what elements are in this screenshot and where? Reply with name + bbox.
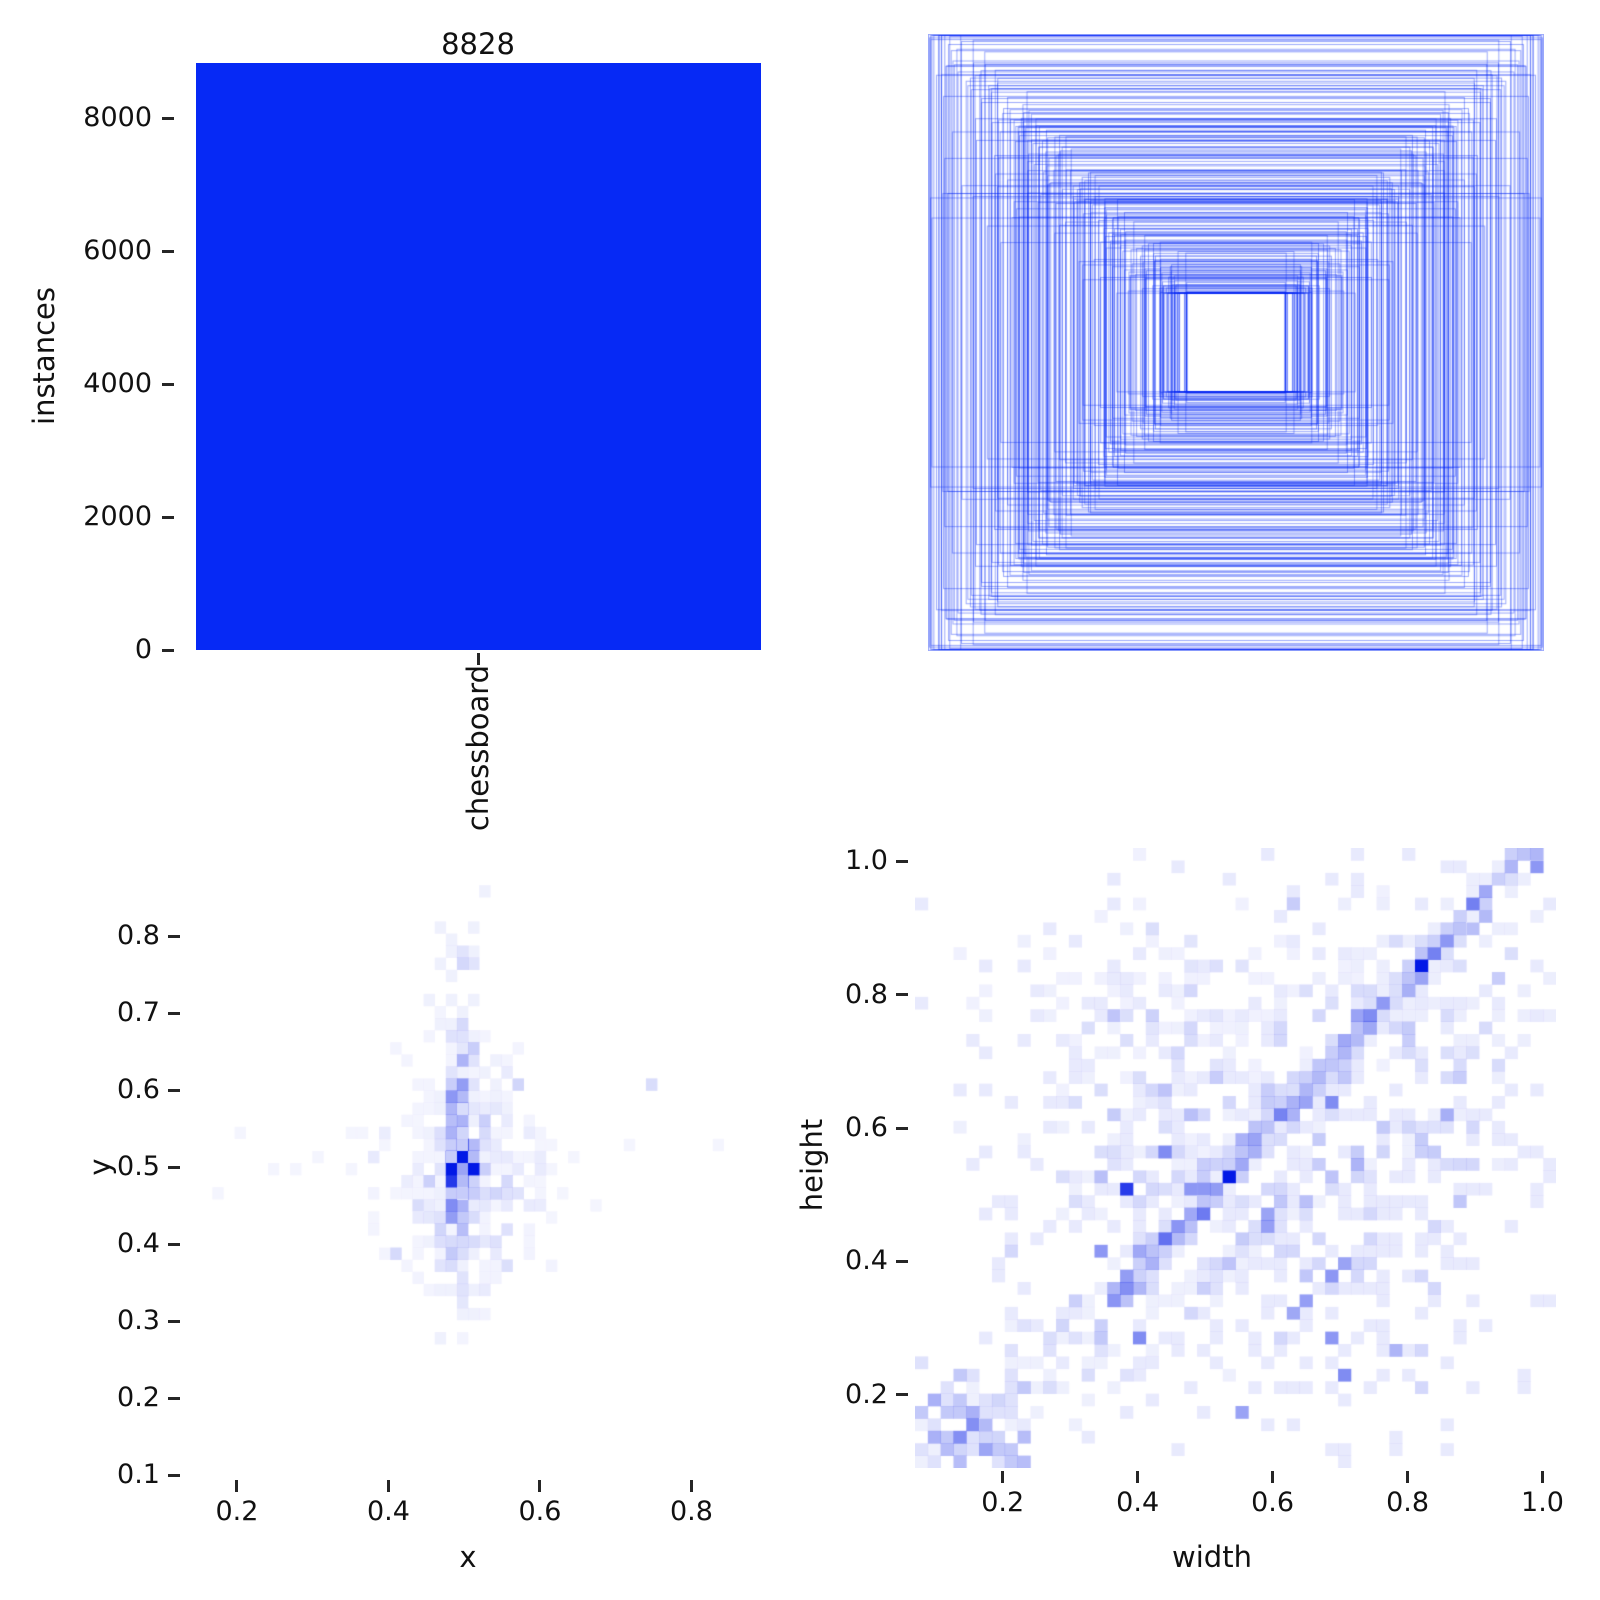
- xy-xlabel: x: [459, 1540, 477, 1574]
- height-axis-tick-mark: [896, 1259, 908, 1263]
- y-axis-tick-mark: [168, 1396, 180, 1400]
- instances-y-tick-mark: [162, 249, 174, 253]
- y-axis-tick-label: 0.6: [117, 1074, 160, 1106]
- bar-x-tick-mark: [477, 653, 480, 665]
- instances-y-tick-mark: [162, 116, 174, 120]
- instances-y-tick-label: 6000: [83, 235, 152, 267]
- instances-y-tick-mark: [162, 382, 174, 386]
- width-height-heatmap: width height: [795, 800, 1600, 1600]
- x-axis-tick-mark: [235, 1480, 239, 1492]
- x-axis-tick-label: 0.2: [215, 1496, 259, 1527]
- x-axis-tick-label: 0.6: [518, 1496, 562, 1527]
- y-axis-tick-label: 0.4: [117, 1228, 160, 1260]
- instances-y-tick-label: 2000: [83, 501, 152, 532]
- instances-y-tick-mark: [162, 648, 174, 652]
- y-axis-tick-mark: [168, 1242, 180, 1246]
- width-axis-tick-mark: [1406, 1471, 1410, 1483]
- height-axis-tick-mark: [896, 993, 908, 997]
- y-axis-tick-label: 0.1: [117, 1459, 160, 1491]
- height-axis-tick-label: 0.4: [845, 1245, 888, 1277]
- height-axis-tick-label: 0.8: [845, 978, 888, 1010]
- boxes-overlay-canvas: [928, 34, 1544, 651]
- xy-heatmap-canvas: [190, 873, 746, 1477]
- height-axis-tick-mark: [896, 859, 908, 863]
- width-axis-tick-label: 0.2: [981, 1487, 1025, 1518]
- instances-y-tick-label: 0: [134, 634, 152, 665]
- height-axis-tick-label: 0.6: [845, 1112, 888, 1143]
- instances-bar-chart: 8828 instances chessboard: [0, 0, 800, 831]
- y-axis-tick-mark: [168, 1011, 180, 1015]
- xy-position-heatmap: x y: [0, 800, 800, 1600]
- wh-heatmap-canvas: [915, 848, 1556, 1468]
- bar-ylabel: instances: [27, 287, 61, 425]
- width-axis-tick-label: 0.6: [1251, 1487, 1295, 1518]
- height-axis-tick-mark: [896, 1393, 908, 1397]
- width-axis-tick-mark: [1136, 1471, 1140, 1483]
- height-axis-tick-label: 0.2: [845, 1378, 888, 1410]
- xy-ylabel: y: [83, 1158, 117, 1176]
- y-axis-tick-mark: [168, 934, 180, 938]
- y-axis-tick-mark: [168, 1473, 180, 1477]
- width-axis-tick-mark: [1271, 1471, 1275, 1483]
- width-axis-tick-label: 0.4: [1116, 1487, 1160, 1518]
- height-axis-tick-label: 1.0: [845, 845, 888, 877]
- y-axis-tick-label: 0.7: [117, 997, 160, 1029]
- width-axis-tick-label: 0.8: [1386, 1487, 1430, 1518]
- wh-ylabel: height: [795, 1118, 829, 1212]
- y-axis-tick-mark: [168, 1165, 180, 1169]
- x-axis-tick-label: 0.8: [669, 1496, 713, 1527]
- instances-y-tick-label: 8000: [83, 102, 152, 134]
- x-axis-tick-mark: [538, 1480, 542, 1492]
- wh-xlabel: width: [1172, 1540, 1252, 1574]
- y-axis-tick-label: 0.3: [117, 1305, 160, 1337]
- y-axis-tick-label: 0.5: [117, 1151, 160, 1183]
- bar-value-label: 8828: [441, 27, 515, 61]
- instances-y-tick-mark: [162, 515, 174, 519]
- y-axis-tick-label: 0.8: [117, 920, 160, 952]
- boxes-overlay-plot: [860, 0, 1600, 740]
- width-axis-tick-mark: [1541, 1471, 1544, 1483]
- y-axis-tick-label: 0.2: [117, 1382, 160, 1414]
- x-axis-tick-mark: [689, 1480, 693, 1492]
- y-axis-tick-mark: [168, 1319, 180, 1323]
- x-axis-tick-mark: [386, 1480, 390, 1492]
- y-axis-tick-mark: [168, 1088, 180, 1092]
- instances-y-tick-label: 4000: [83, 368, 152, 400]
- height-axis-tick-mark: [896, 1126, 908, 1130]
- x-axis-tick-label: 0.4: [366, 1496, 410, 1527]
- width-axis-tick-mark: [1001, 1471, 1005, 1483]
- bar-chessboard: [196, 63, 761, 650]
- width-axis-tick-label: 1.0: [1521, 1487, 1564, 1518]
